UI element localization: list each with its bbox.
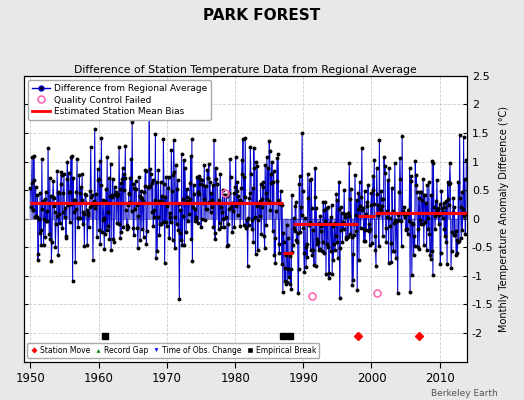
Y-axis label: Monthly Temperature Anomaly Difference (°C): Monthly Temperature Anomaly Difference (…	[499, 106, 509, 332]
Legend: Station Move, Record Gap, Time of Obs. Change, Empirical Break: Station Move, Record Gap, Time of Obs. C…	[27, 343, 319, 358]
Title: Difference of Station Temperature Data from Regional Average: Difference of Station Temperature Data f…	[74, 65, 417, 75]
Text: Berkeley Earth: Berkeley Earth	[431, 389, 498, 398]
Text: PARK FOREST: PARK FOREST	[203, 8, 321, 23]
